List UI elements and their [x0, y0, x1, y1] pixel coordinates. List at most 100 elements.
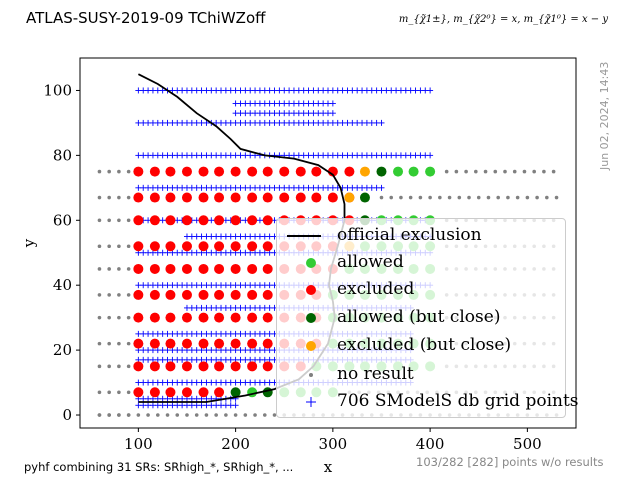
no-result-point — [107, 413, 111, 417]
no-result-point — [107, 244, 111, 249]
no-result-point — [532, 169, 536, 174]
excluded-point — [181, 215, 192, 226]
legend-item-grid: 706 SModelS db grid points — [277, 389, 579, 415]
grid-point — [378, 184, 385, 191]
legend-label: 706 SModelS db grid points — [337, 391, 579, 411]
legend-label: excluded — [337, 279, 415, 299]
legend-label: no result — [337, 364, 414, 384]
excluded-point — [181, 289, 192, 300]
allowed-point — [425, 166, 436, 177]
excluded-point — [262, 312, 273, 323]
y-tick-label: 0 — [62, 406, 72, 424]
y-tick-label: 20 — [53, 341, 72, 359]
no-result-point — [438, 195, 442, 200]
excluded-point — [214, 215, 225, 226]
no-result-point — [506, 195, 510, 200]
no-result-point — [117, 169, 121, 174]
excluded-point — [149, 338, 160, 349]
no-result-point — [262, 413, 267, 417]
x-ticks: 100 200 300 400 500 — [124, 428, 542, 453]
no-result-point — [515, 195, 520, 200]
no-result-point — [126, 169, 131, 174]
no-result-point — [233, 413, 238, 417]
no-result-point — [483, 169, 488, 174]
footer-right: 103/282 [282] points w/o results — [416, 455, 604, 469]
no-result-point — [107, 218, 111, 223]
excluded-point — [198, 192, 209, 203]
no-result-point — [243, 413, 248, 417]
excluded-point — [165, 241, 176, 252]
excluded-point — [262, 338, 273, 349]
no-result-point — [512, 169, 517, 174]
excluded-point — [181, 241, 192, 252]
no-result-point — [126, 413, 131, 417]
excluded-point — [198, 215, 209, 226]
excluded-point — [149, 312, 160, 323]
no-result-point — [117, 267, 121, 271]
no-result-point — [126, 364, 131, 369]
allowed-close-point — [262, 387, 273, 398]
excluded-point — [247, 241, 258, 252]
excluded-point — [165, 166, 176, 177]
no-result-point — [464, 169, 468, 174]
excluded-close-point — [359, 166, 370, 177]
excluded-point — [133, 338, 144, 349]
no-result-point — [107, 390, 111, 395]
no-result-point — [126, 195, 131, 200]
no-result-point — [97, 218, 102, 223]
excluded-point — [165, 263, 176, 274]
excluded-point — [198, 166, 209, 177]
no-result-point — [107, 315, 111, 320]
excluded-point — [149, 387, 160, 398]
excluded-point — [214, 241, 225, 252]
no-result-point — [224, 413, 228, 417]
no-result-point — [253, 413, 257, 417]
excluded-point — [230, 241, 241, 252]
footer-left: pyhf combining 31 SRs: SRhigh_*, SRhigh_… — [24, 460, 294, 474]
excluded-point — [214, 387, 225, 398]
excluded-point — [247, 263, 258, 274]
excluded-point — [214, 263, 225, 274]
legend-item-excluded-close: excluded (but close) — [277, 333, 565, 359]
excluded-point — [133, 241, 144, 252]
excluded-point — [149, 241, 160, 252]
excluded-point — [262, 192, 273, 203]
excluded-point — [133, 166, 144, 177]
allowed-close-point — [230, 387, 241, 398]
x-tick-label: 200 — [221, 435, 250, 453]
excluded-point — [295, 192, 306, 203]
excluded-point — [149, 215, 160, 226]
allowed-close-point — [359, 192, 370, 203]
excluded-point — [181, 338, 192, 349]
no-result-point — [165, 413, 170, 417]
no-result-point — [467, 195, 471, 200]
no-result-point — [486, 195, 491, 200]
no-result-point — [542, 169, 546, 174]
excluded-point — [247, 215, 258, 226]
excluded-point — [230, 338, 241, 349]
no-result-point — [126, 293, 131, 297]
allowed-close-point — [376, 166, 387, 177]
legend-marker-allowed — [306, 258, 316, 268]
no-result-point — [545, 195, 549, 200]
excluded-point — [198, 338, 209, 349]
no-result-point — [97, 267, 102, 271]
x-tick-label: 500 — [513, 435, 542, 453]
no-result-point — [408, 195, 413, 200]
excluded-point — [165, 338, 176, 349]
no-result-point — [107, 195, 111, 200]
excluded-point — [133, 312, 144, 323]
excluded-point — [230, 312, 241, 323]
excluded-point — [181, 312, 192, 323]
excluded-point — [214, 361, 225, 372]
excluded-point — [262, 166, 273, 177]
grid-point — [329, 100, 336, 107]
excluded-point — [165, 192, 176, 203]
excluded-point — [230, 215, 241, 226]
y-ticks: 0 20 40 60 80 100 — [43, 81, 80, 424]
no-result-point — [107, 267, 111, 271]
excluded-point — [198, 263, 209, 274]
x-tick-label: 300 — [319, 435, 348, 453]
excluded-point — [214, 312, 225, 323]
no-result-point — [126, 315, 131, 320]
